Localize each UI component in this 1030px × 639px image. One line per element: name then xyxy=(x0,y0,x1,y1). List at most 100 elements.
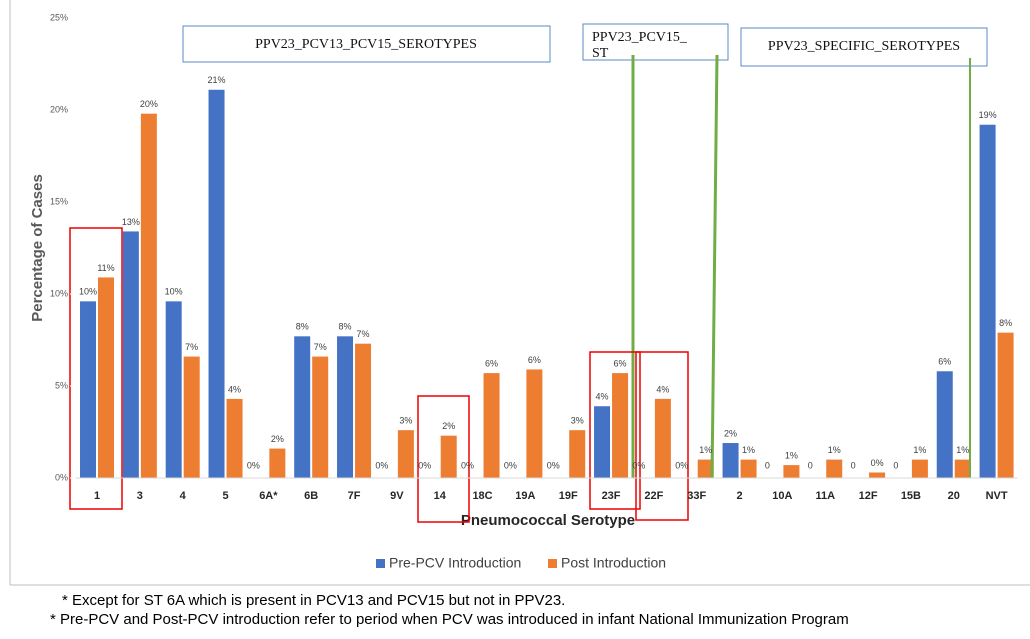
x-tick-label: 4 xyxy=(180,490,187,502)
x-tick-label: 12F xyxy=(859,490,878,502)
x-tick-label: 23F xyxy=(602,490,621,502)
value-label: 3% xyxy=(399,416,412,426)
value-label: 2% xyxy=(724,428,737,438)
y-tick-label: 0% xyxy=(55,472,68,482)
x-axis-label: Pneumococcal Serotype xyxy=(461,512,635,529)
y-tick-label: 25% xyxy=(50,12,68,22)
bar xyxy=(269,448,286,478)
annotation: ST xyxy=(592,46,609,61)
value-label: 0% xyxy=(871,458,884,468)
x-tick-label: 15B xyxy=(901,490,921,502)
bar xyxy=(122,231,139,478)
y-tick-label: 5% xyxy=(55,380,68,390)
bar xyxy=(337,336,354,478)
value-label: 1% xyxy=(828,445,841,455)
highlight xyxy=(69,227,123,510)
y-tick-label: 10% xyxy=(50,288,68,298)
footnote: * Except for ST 6A which is present in P… xyxy=(62,592,565,609)
value-label: 0% xyxy=(547,460,560,470)
x-tick-label: 19A xyxy=(515,490,535,502)
annotation-box xyxy=(582,23,729,61)
x-tick-label: 6A* xyxy=(259,490,278,502)
bar xyxy=(594,406,611,478)
value-label: 0% xyxy=(375,460,388,470)
highlight xyxy=(589,351,641,510)
bar xyxy=(869,472,886,478)
x-tick-label: 11A xyxy=(815,490,835,502)
legend-swatch xyxy=(548,559,557,568)
x-tick-label: 10A xyxy=(772,490,792,502)
annotation: PPV23_PCV15_ xyxy=(592,30,688,45)
bar xyxy=(697,459,714,478)
bar xyxy=(98,277,115,478)
x-tick-label: 5 xyxy=(222,490,228,502)
bar xyxy=(355,343,372,478)
bar xyxy=(979,124,996,478)
x-tick-label: 3 xyxy=(137,490,143,502)
x-tick-label: 9V xyxy=(390,490,404,502)
value-label: 7% xyxy=(357,329,370,339)
value-label: 8% xyxy=(999,318,1012,328)
value-label: 0 xyxy=(893,460,898,470)
value-label: 10% xyxy=(165,287,183,297)
x-tick-label: 14 xyxy=(434,490,447,502)
bar xyxy=(312,356,329,478)
value-label: 0% xyxy=(247,460,260,470)
bar xyxy=(740,459,757,478)
value-label: 8% xyxy=(296,322,309,332)
bar xyxy=(954,459,971,478)
value-label: 1% xyxy=(742,445,755,455)
y-axis-label: Percentage of Cases xyxy=(29,174,46,322)
value-label: 4% xyxy=(228,384,241,394)
value-label: 21% xyxy=(208,75,226,85)
bar xyxy=(294,336,311,478)
value-label: 4% xyxy=(656,384,669,394)
value-label: 0% xyxy=(461,460,474,470)
bar xyxy=(226,398,243,478)
legend-label: Post Introduction xyxy=(561,555,666,571)
value-label: 0% xyxy=(418,460,431,470)
value-label: 7% xyxy=(185,342,198,352)
value-label: 2% xyxy=(442,421,455,431)
value-label: 0 xyxy=(765,460,770,470)
highlight xyxy=(417,395,470,523)
x-tick-label: NVT xyxy=(986,490,1008,502)
annotation: PPV23_SPECIFIC_SEROTYPES xyxy=(768,39,960,54)
bar xyxy=(654,398,671,478)
bar xyxy=(208,89,225,478)
value-label: 8% xyxy=(339,322,352,332)
bar xyxy=(483,373,500,478)
value-label: 1% xyxy=(785,450,798,460)
x-tick-label: 18C xyxy=(472,490,492,502)
value-label: 6% xyxy=(938,357,951,367)
value-label: 11% xyxy=(97,263,114,273)
bar xyxy=(165,301,182,478)
bar xyxy=(440,435,457,478)
x-tick-label: 33F xyxy=(687,490,706,502)
x-tick-label: 22F xyxy=(644,490,663,502)
value-label: 0% xyxy=(504,460,517,470)
value-label: 4% xyxy=(596,392,609,402)
bar xyxy=(826,459,843,478)
x-tick-label: 19F xyxy=(559,490,578,502)
y-tick-label: 20% xyxy=(50,104,68,114)
bar xyxy=(997,332,1014,478)
legend-label: Pre-PCV Introduction xyxy=(389,555,521,571)
value-label: 3% xyxy=(571,416,584,426)
value-label: 10% xyxy=(79,287,97,297)
bar xyxy=(569,430,586,478)
legend-swatch xyxy=(376,559,385,568)
value-label: 0 xyxy=(851,460,856,470)
value-label: 19% xyxy=(979,110,997,120)
y-tick-label: 15% xyxy=(50,196,68,206)
x-tick-label: 20 xyxy=(948,490,960,502)
value-label: 1% xyxy=(913,445,926,455)
bar xyxy=(911,459,928,478)
bar xyxy=(722,443,739,478)
value-label: 6% xyxy=(485,358,498,368)
bar xyxy=(783,465,800,478)
value-label: 0 xyxy=(808,460,813,470)
annotation-box xyxy=(740,27,988,67)
bar xyxy=(526,369,543,478)
x-tick-label: 1 xyxy=(94,490,100,502)
